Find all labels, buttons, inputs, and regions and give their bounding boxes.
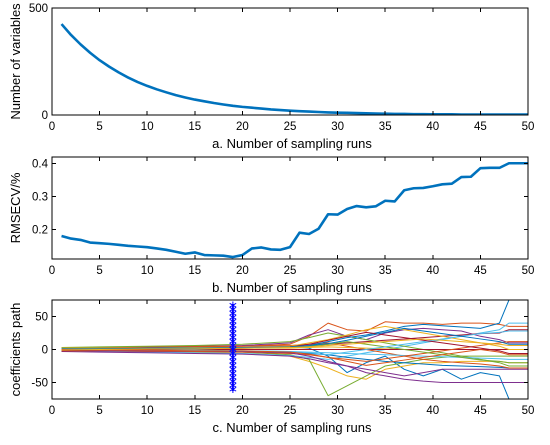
x-tick-label: 20	[236, 265, 249, 277]
star-marker: ∗	[228, 374, 238, 388]
star-marker: ∗	[228, 358, 238, 372]
star-marker: ∗	[228, 298, 238, 312]
series-line	[61, 321, 528, 349]
x-tick-label: 35	[379, 265, 392, 277]
star-marker: ∗	[228, 370, 238, 384]
series-line	[61, 161, 528, 259]
series-group: ∗∗∗∗∗∗∗∗∗∗∗∗∗∗∗∗∗∗∗∗∗∗	[61, 298, 528, 399]
star-marker: ∗	[228, 318, 238, 332]
x-tick-label: 40	[426, 405, 439, 417]
star-marker: ∗	[228, 330, 238, 344]
x-tick-label: 10	[141, 121, 154, 133]
series-line	[60, 23, 528, 115]
series-line	[61, 341, 528, 362]
x-tick-label: 5	[96, 121, 102, 133]
series-line	[61, 349, 528, 380]
series-group	[60, 23, 528, 115]
x-tick-label: 45	[474, 405, 487, 417]
x-axis-label: a. Number of sampling runs	[212, 136, 372, 151]
x-tick-label: 40	[426, 121, 439, 133]
series-line	[61, 346, 528, 399]
x-tick-label: 5	[96, 405, 102, 417]
series-line	[61, 322, 528, 360]
star-marker: ∗	[228, 306, 238, 320]
x-tick-label: 45	[474, 265, 487, 277]
axes-box	[51, 7, 529, 116]
star-marker: ∗	[228, 338, 238, 352]
x-tick-label: 20	[236, 405, 249, 417]
series-line	[61, 349, 528, 366]
x-tick-label: 45	[474, 121, 487, 133]
star-marker: ∗	[228, 346, 238, 360]
y-axis-label: RMSECV/%	[8, 172, 23, 243]
series-line	[61, 350, 528, 377]
x-tick-label: 0	[49, 265, 55, 277]
x-tick-label: 0	[49, 121, 55, 133]
x-tick-label: 15	[188, 121, 201, 133]
panel-1: 0 5 10 15 20 25 30 35 40 45 50 0.2 0.3 0.4 b. Number o…	[8, 156, 535, 295]
star-marker: ∗	[228, 378, 238, 392]
x-tick-label: 30	[331, 121, 344, 133]
x-tick-label: 15	[188, 265, 201, 277]
x-tick-label: 10	[141, 265, 154, 277]
star-marker: ∗	[228, 310, 238, 324]
star-marker: ∗	[228, 350, 238, 364]
x-tick-label: 40	[426, 265, 439, 277]
y-tick-label: -50	[31, 378, 48, 390]
star-marker: ∗	[228, 314, 238, 328]
y-tick-label: 0	[42, 110, 48, 122]
x-tick-label: 30	[331, 405, 344, 417]
star-marker: ∗	[228, 342, 238, 356]
x-tick-label: 35	[379, 405, 392, 417]
x-tick-label: 25	[284, 265, 297, 277]
series-line	[61, 338, 528, 351]
series-line	[61, 330, 528, 356]
star-marker: ∗	[228, 322, 238, 336]
x-axis-label: b. Number of sampling runs	[212, 280, 372, 295]
x-tick-label: 10	[141, 405, 154, 417]
y-tick-label: 50	[35, 312, 48, 324]
y-tick-label: 0.3	[32, 191, 48, 203]
star-marker: ∗	[228, 326, 238, 340]
y-tick-label: 0	[42, 345, 48, 357]
x-tick-label: 30	[331, 265, 344, 277]
y-axis-label: Number of variables	[8, 3, 23, 120]
x-tick-label: 0	[49, 405, 55, 417]
series-line	[61, 332, 528, 367]
x-tick-label: 5	[96, 265, 102, 277]
x-tick-label: 35	[379, 121, 392, 133]
x-tick-label: 50	[522, 405, 535, 417]
x-tick-label: 25	[284, 121, 297, 133]
series-group	[61, 161, 528, 259]
y-tick-label: 0.4	[32, 159, 49, 171]
x-tick-label: 50	[522, 121, 535, 133]
star-marker: ∗	[228, 366, 238, 380]
x-tick-label: 20	[236, 121, 249, 133]
y-tick-label: 500	[29, 3, 48, 15]
x-tick-label: 15	[188, 405, 201, 417]
x-tick-label: 25	[284, 405, 297, 417]
star-marker: ∗	[228, 334, 238, 348]
star-marker: ∗	[228, 382, 238, 396]
panel-2: ∗∗∗∗∗∗∗∗∗∗∗∗∗∗∗∗∗∗∗∗∗∗0 5 10 15 20 25 30 35 40 45…	[8, 298, 535, 435]
star-marker: ∗	[228, 354, 238, 368]
axes-box	[51, 156, 529, 260]
y-axis-label: coefficients path	[8, 303, 23, 397]
series-line	[61, 327, 528, 350]
y-tick-label: 0.2	[32, 224, 48, 236]
star-marker: ∗	[228, 362, 238, 376]
star-marker: ∗	[228, 302, 238, 316]
x-axis-label: c. Number of sampling runs	[213, 420, 372, 435]
x-tick-label: 50	[522, 265, 535, 277]
